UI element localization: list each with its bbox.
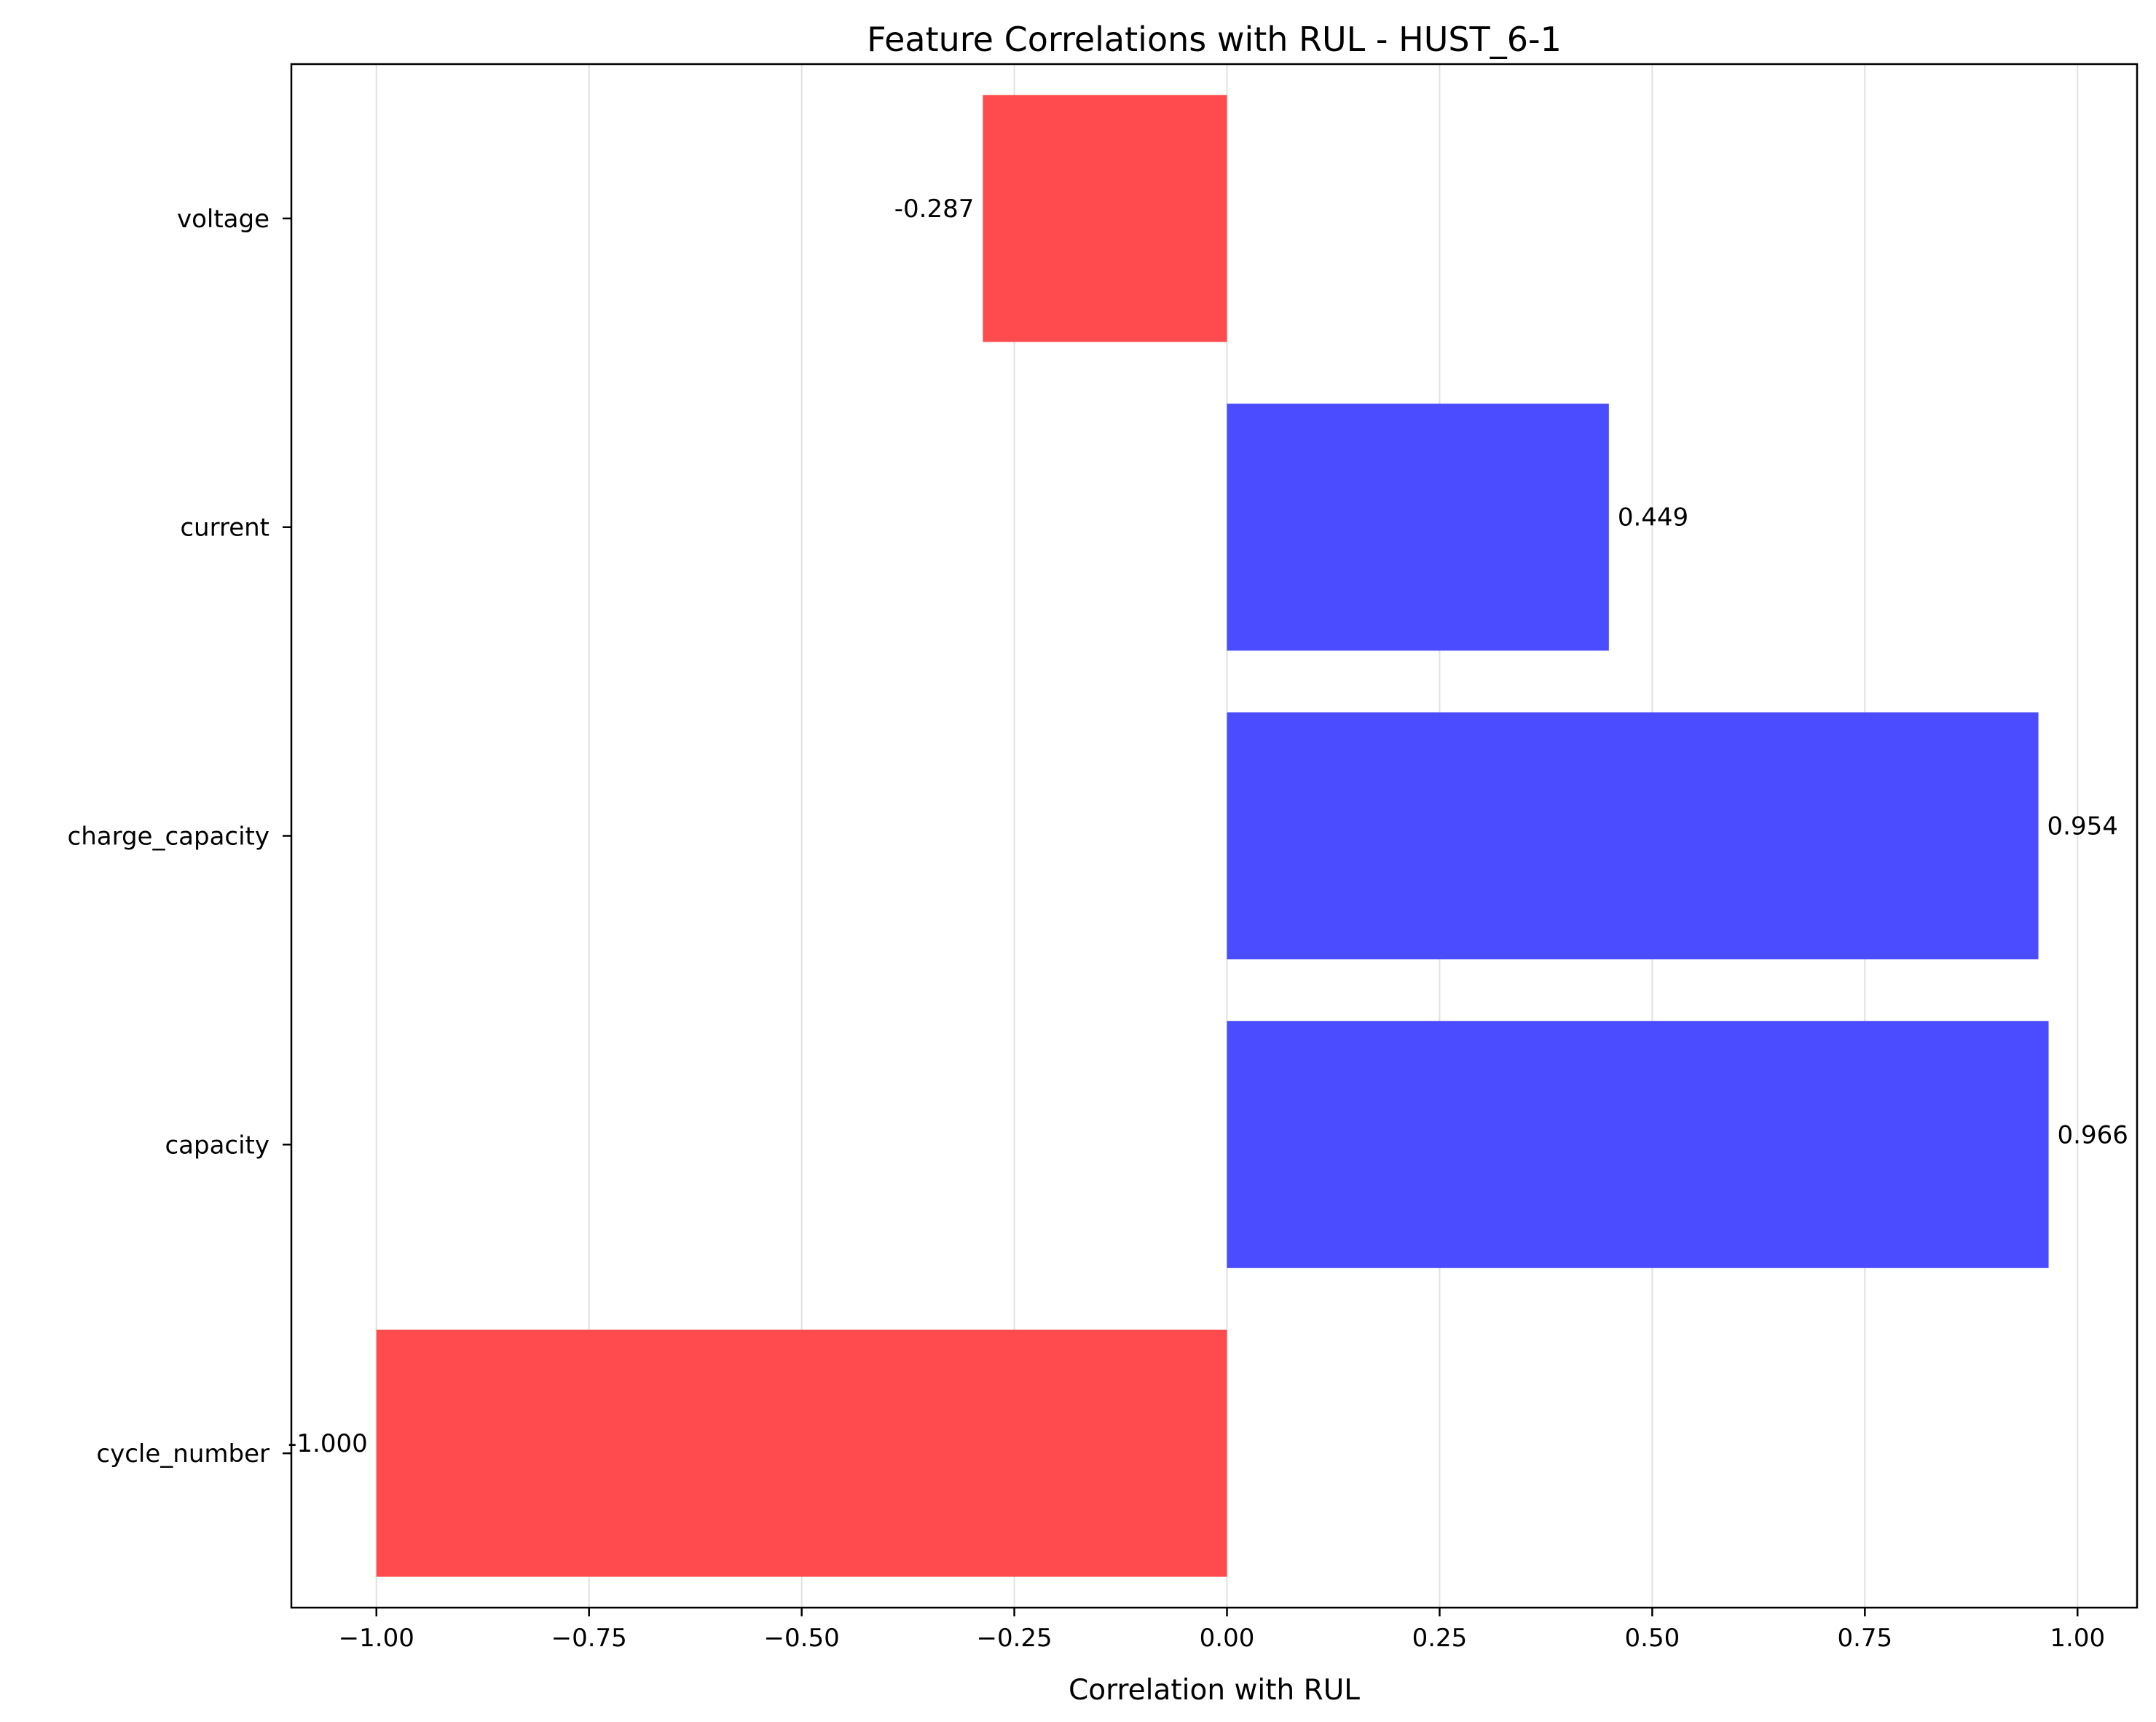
x-axis-ticks: −1.00 −0.75 −0.50 −0.25 0.00 0.25 0.50 0.75 1.00: [339, 1608, 2105, 1653]
x-tick-label: 1.00: [2050, 1624, 2105, 1653]
data-label: -0.287: [894, 194, 975, 224]
bar-voltage: [983, 95, 1227, 342]
x-tick-label: 0.75: [1837, 1624, 1892, 1653]
bar-charge-capacity: [1227, 712, 2039, 960]
x-tick-label: −0.25: [976, 1624, 1052, 1653]
data-label: 0.966: [2058, 1120, 2128, 1149]
bar-current: [1227, 404, 1609, 651]
y-tick-label: voltage: [177, 205, 270, 234]
x-tick-label: −1.00: [339, 1624, 414, 1653]
bar-cycle-number: [376, 1329, 1227, 1577]
y-tick-label: capacity: [165, 1131, 270, 1160]
data-label: 0.954: [2047, 812, 2118, 841]
y-tick-label: charge_capacity: [68, 822, 270, 852]
y-tick-label: current: [180, 514, 270, 543]
y-tick-label: cycle_number: [96, 1439, 270, 1469]
bar-capacity: [1227, 1021, 2049, 1268]
data-labels: -1.000 0.966 0.954 0.449 -0.287: [288, 194, 2128, 1458]
x-tick-label: 0.00: [1200, 1624, 1255, 1653]
data-label: 0.449: [1618, 503, 1688, 532]
bars: [376, 95, 2049, 1577]
y-axis-ticks: cycle_number capacity charge_capacity curre…: [68, 205, 291, 1469]
x-axis-label: Correlation with RUL: [1069, 1674, 1360, 1707]
x-tick-label: 0.25: [1412, 1624, 1468, 1653]
data-label: -1.000: [288, 1429, 368, 1458]
chart-title: Feature Correlations with RUL - HUST_6-1: [867, 20, 1562, 59]
x-tick-label: −0.50: [764, 1624, 840, 1653]
x-tick-label: 0.50: [1625, 1624, 1680, 1653]
x-tick-label: −0.75: [551, 1624, 627, 1653]
